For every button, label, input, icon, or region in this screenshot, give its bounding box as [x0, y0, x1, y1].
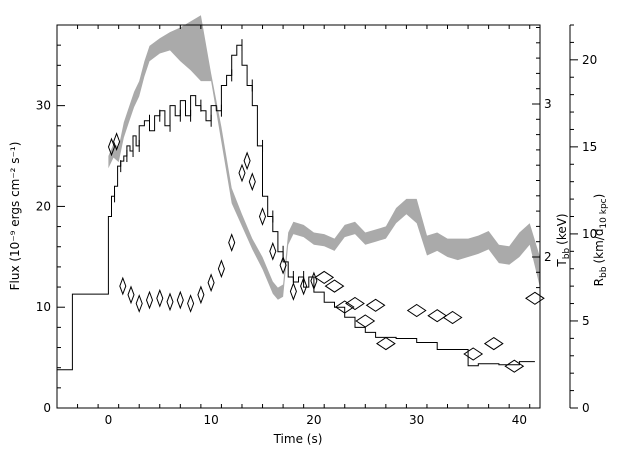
- x-tick-label: 0: [105, 413, 113, 427]
- temperature-band: [108, 15, 541, 300]
- x-tick-label: 40: [512, 413, 527, 427]
- radius-point: [197, 285, 205, 305]
- radius-point: [176, 290, 184, 310]
- radius-point: [135, 294, 143, 313]
- temperature-axis-title: Tbb(keV): [555, 213, 572, 267]
- radius-point: [243, 151, 251, 171]
- x-axis-title: Time (s): [273, 432, 323, 446]
- radius-point: [113, 132, 121, 152]
- radius-point: [504, 359, 525, 373]
- y-tick-label: 0: [43, 401, 51, 415]
- y-axis-title: Flux (10⁻⁹ ergs cm⁻² s⁻¹): [8, 142, 22, 291]
- radius-axis: 0 5 10 15 20: [570, 24, 597, 415]
- radius-point: [375, 336, 396, 351]
- radius-point: [258, 207, 267, 226]
- radius-point: [427, 309, 448, 323]
- radius-point: [334, 300, 355, 314]
- radius-point: [107, 137, 116, 157]
- radius-point: [166, 292, 174, 312]
- radius-point: [156, 288, 164, 308]
- radius-point: [524, 291, 545, 305]
- radius-tick-label: 5: [582, 314, 590, 328]
- x-tick-label: 20: [306, 413, 321, 427]
- radius-axis-title: Rbb(km/d10 kpc): [592, 194, 609, 287]
- radius-point: [269, 241, 277, 261]
- radius-point: [365, 298, 386, 312]
- radius-point: [228, 233, 236, 253]
- x-tick-label: 30: [409, 413, 424, 427]
- radius-point: [207, 273, 215, 293]
- y-axis: 0 10 20 30: [36, 24, 65, 415]
- y-tick-label: 10: [36, 300, 51, 314]
- radius-point: [463, 347, 484, 361]
- radius-point: [314, 270, 335, 285]
- radius-point: [355, 314, 376, 328]
- temperature-tick-label: 2: [544, 250, 552, 264]
- radius-point: [442, 310, 463, 325]
- radius-point: [324, 279, 345, 293]
- y-tick-label: 20: [36, 199, 51, 213]
- x-tick-label: 10: [204, 413, 219, 427]
- temperature-tick-label: 3: [544, 97, 552, 111]
- radius-point: [248, 172, 256, 192]
- radius-point: [483, 336, 504, 351]
- radius-tick-label: 20: [582, 53, 597, 67]
- radius-point: [127, 285, 135, 305]
- plot-frame: [56, 24, 541, 409]
- radius-tick-label: 0: [582, 401, 590, 415]
- radius-series: [107, 132, 545, 373]
- radius-point: [119, 276, 127, 296]
- radius-point: [187, 294, 195, 313]
- temperature-band-series: [108, 15, 541, 300]
- radius-point: [279, 255, 287, 275]
- radius-point: [145, 290, 154, 310]
- x-axis: 0 10 20 30 40: [56, 25, 531, 427]
- y-tick-label: 30: [36, 99, 51, 113]
- radius-point: [300, 276, 308, 296]
- radius-point: [406, 303, 427, 318]
- radius-point: [238, 163, 246, 183]
- radius-tick-label: 15: [582, 140, 597, 154]
- temperature-axis: 23: [532, 27, 552, 289]
- radius-tick-label: 10: [582, 227, 597, 241]
- radius-point: [217, 259, 225, 279]
- radius-point: [289, 281, 297, 301]
- flux-series: [57, 39, 535, 371]
- radius-point: [345, 296, 365, 311]
